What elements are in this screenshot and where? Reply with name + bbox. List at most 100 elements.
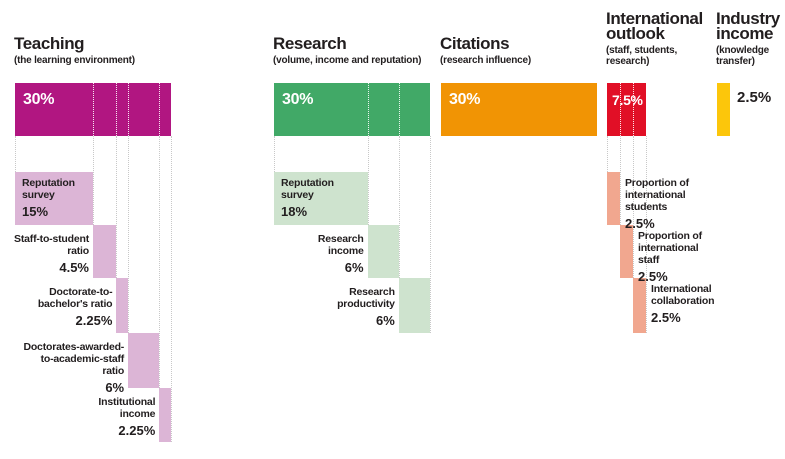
weight-block-teaching: 30% [15, 83, 171, 136]
weight-block-research: 30% [274, 83, 430, 136]
weight-block-divider [93, 83, 94, 136]
component-name-line: Reputation [22, 177, 75, 189]
component-value-label: 6% [344, 260, 364, 275]
component-value-label: 6% [105, 380, 125, 395]
weight-value-label: 30% [23, 91, 55, 108]
component-value-label: 2.5% [651, 310, 681, 325]
guide-dotted-line [171, 136, 172, 442]
component-label: Doctorate-to-bachelor's ratio 2.25% [0, 286, 113, 328]
guide-dotted-line [274, 136, 275, 172]
weight-block-divider [398, 83, 400, 136]
component-block-research-0: Reputation survey 18% [274, 172, 368, 225]
component-name-line: International [651, 283, 712, 295]
component-value-label: 4.5% [59, 260, 89, 275]
weight-block-divider [633, 83, 634, 136]
component-block-teaching-3 [128, 333, 160, 388]
component-label: Research income 6% [224, 233, 364, 275]
component-name-line: students [625, 201, 668, 213]
guide-dotted-line [93, 136, 94, 225]
component-name-line: bachelor's ratio [37, 298, 113, 310]
component-value-label: 2.25% [118, 423, 156, 438]
section-subtitle-line: transfer) [716, 56, 755, 67]
component-block-international-outlook-0 [607, 172, 620, 225]
guide-dotted-line [633, 136, 634, 278]
section-subtitle-line: (staff, students, [606, 45, 678, 56]
component-value-label: 2.25% [75, 313, 113, 328]
component-name-line: Research [317, 233, 364, 245]
section-subtitle-line: (volume, income and reputation) [273, 55, 422, 66]
section-title: outlook [606, 24, 665, 43]
component-label: International collaboration 2.5% [651, 283, 785, 325]
section-title: Industry [716, 9, 780, 28]
weight-value-label: 7.5% [612, 92, 643, 108]
component-block-teaching-2 [116, 278, 129, 333]
component-value-label: 2.5% [625, 216, 655, 231]
section-title: International [606, 9, 703, 28]
component-name-line: ratio [102, 365, 125, 377]
component-block-research-2 [398, 278, 430, 333]
section-header-international-outlook: International outlook (staff, students, res… [606, 9, 703, 67]
section-subtitle-line: (the learning environment) [14, 55, 135, 66]
weight-block-citations: 30% [441, 83, 597, 136]
weight-block-divider [367, 83, 369, 136]
component-label: Proportion of international staff 2.5% [638, 230, 778, 284]
component-value-label: 15% [22, 204, 49, 219]
guide-dotted-line [15, 136, 16, 172]
guide-dotted-line [116, 136, 118, 278]
component-label: Doctorates-awarded-to-academic-staff rati… [0, 341, 124, 395]
section-header-research: Research (volume, income and reputation) [273, 34, 421, 66]
component-name-line: international [625, 189, 686, 201]
component-name-line: collaboration [651, 295, 715, 307]
section-subtitle: (research influence) [440, 55, 531, 66]
component-name-line: international [638, 242, 699, 254]
component-value-label: 2.5% [638, 269, 668, 284]
guide-dotted-line [646, 136, 647, 333]
section-subtitle: (volume, income and reputation) [273, 55, 421, 66]
guide-dotted-line [620, 136, 621, 225]
section-title: Citations [440, 34, 510, 53]
component-name-line: Reputation [281, 177, 334, 189]
component-label: Proportion of international students 2.5% [625, 177, 765, 231]
weight-block-divider [116, 83, 118, 136]
component-name-line: survey [22, 189, 55, 201]
weight-block-divider [159, 83, 161, 136]
section-header-industry-income: Industry income (knowledge transfer) [716, 9, 780, 67]
weight-value-label: 30% [282, 91, 314, 108]
component-value-label: 6% [376, 313, 395, 328]
section-subtitle-line: research) [606, 56, 650, 67]
section-subtitle: (staff, students, research) [606, 45, 703, 67]
component-label: Research productivity 6% [255, 286, 395, 328]
weight-value-label: 30% [449, 91, 481, 108]
component-name-line: productivity [337, 298, 395, 310]
guide-dotted-line [128, 136, 130, 333]
component-name-line: income [119, 408, 156, 420]
component-label: Institutional income 2.25% [15, 396, 155, 438]
component-name-line: Doctorates-awarded- [23, 341, 125, 353]
component-name-line: Doctorate-to- [49, 286, 113, 298]
section-title: Research [273, 34, 347, 53]
section-title: income [716, 24, 774, 43]
component-name-line: Staff-to-student [14, 233, 89, 245]
component-block-research-1 [367, 225, 399, 278]
section-subtitle-line: (knowledge [716, 45, 770, 56]
component-block-teaching-1 [93, 225, 117, 278]
component-name-line: Proportion of [625, 177, 689, 189]
component-block-international-outlook-1 [620, 225, 633, 278]
weight-block-divider [128, 83, 130, 136]
guide-dotted-line [607, 136, 608, 172]
guide-dotted-line [398, 136, 400, 278]
weight-block-industry-income [717, 83, 730, 136]
section-header-citations: Citations (research influence) [440, 34, 531, 66]
component-name-line: Institutional [98, 396, 156, 408]
component-block-international-outlook-2 [633, 278, 646, 333]
component-name-line: income [328, 245, 364, 257]
section-subtitle-line: (research influence) [440, 55, 532, 66]
component-label: Reputation survey 15% [22, 177, 75, 219]
section-header-teaching: Teaching (the learning environment) [14, 34, 135, 66]
guide-dotted-line [367, 136, 369, 225]
section-title: Teaching [14, 34, 85, 53]
section-subtitle: (knowledge transfer) [716, 45, 780, 67]
component-name-line: ratio [67, 245, 89, 257]
